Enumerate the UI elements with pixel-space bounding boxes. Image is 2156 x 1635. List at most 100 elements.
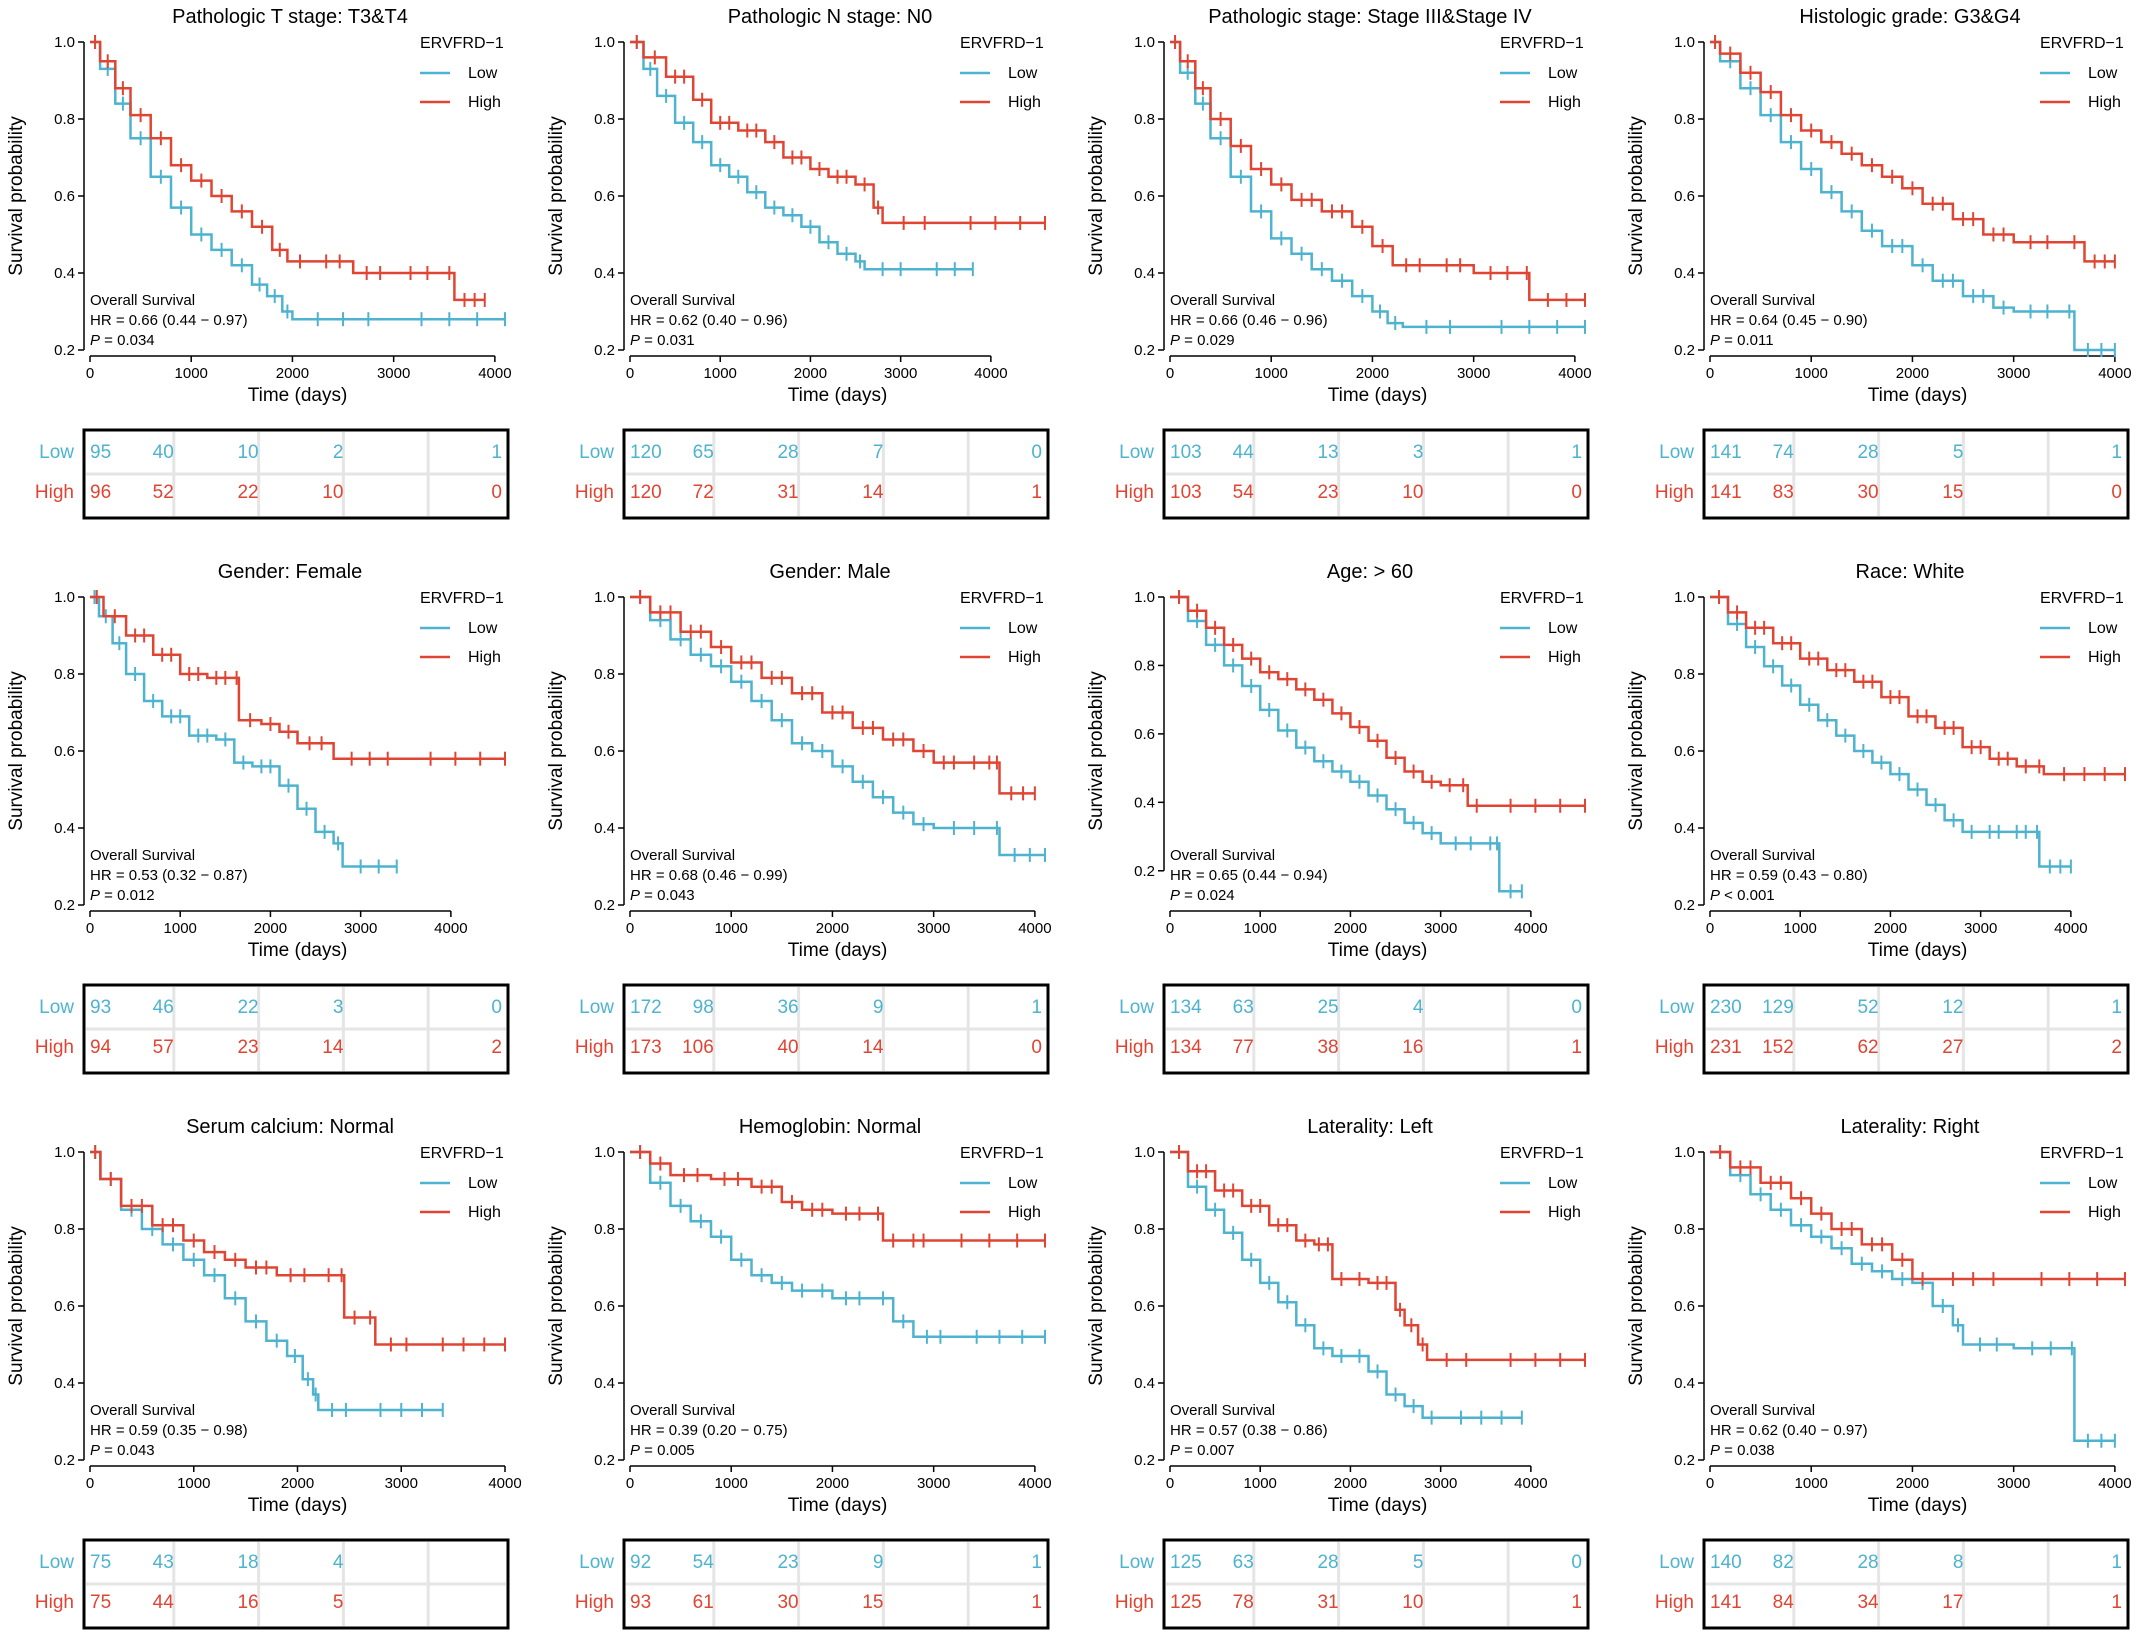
risk-count-low: 23	[777, 1552, 798, 1573]
risk-table-border	[1162, 428, 1590, 520]
x-tick-label: 3000	[1424, 920, 1457, 937]
legend-label-high: High	[468, 649, 501, 666]
x-tick-label: 3000	[917, 920, 950, 937]
risk-table-border	[82, 1538, 510, 1630]
stat-title: Overall Survival	[1170, 292, 1275, 309]
risk-count-high: 16	[1402, 1037, 1423, 1058]
x-axis-label: Time (days)	[1868, 385, 1968, 406]
y-axis-label: Survival probability	[546, 116, 567, 276]
km-panel: Race: White 0.2 0.4 0.6 0.8 1.0 Survival proba…	[1626, 561, 2130, 1075]
p-symbol: P	[1170, 1442, 1180, 1459]
x-tick-label: 1000	[1795, 365, 1828, 382]
x-axis-label: Time (days)	[788, 940, 888, 961]
y-tick-label: 0.2	[594, 342, 615, 359]
p-symbol: P	[90, 1442, 100, 1459]
y-tick-label: 1.0	[1674, 589, 1695, 606]
stat-title: Overall Survival	[1170, 1402, 1275, 1419]
y-tick-label: 1.0	[54, 1144, 75, 1161]
y-axis-label: Survival probability	[1086, 116, 1107, 276]
risk-table-border	[1162, 983, 1590, 1075]
risk-count-high: 106	[682, 1037, 714, 1058]
km-curve-high	[90, 1150, 505, 1346]
risk-count-low: 63	[1233, 1552, 1254, 1573]
hazard-ratio: HR = 0.64 (0.45 − 0.90)	[1710, 312, 1868, 329]
risk-count-low: 0	[1031, 442, 1042, 463]
legend-label-low: Low	[2088, 620, 2118, 637]
x-tick-label: 2000	[816, 920, 849, 937]
p-value-text: = 0.038	[1720, 1442, 1775, 1459]
legend-title: ERVFRD−1	[1500, 590, 1584, 607]
hazard-ratio: HR = 0.57 (0.38 − 0.86)	[1170, 1422, 1328, 1439]
risk-count-low: 0	[1571, 1552, 1582, 1573]
p-value: P = 0.034	[90, 332, 155, 349]
risk-count-high: 2	[491, 1037, 502, 1058]
x-tick-label: 4000	[2098, 365, 2131, 382]
risk-label-high: High	[575, 1037, 614, 1058]
y-tick-label: 0.2	[1134, 863, 1155, 880]
x-axis-label: Time (days)	[788, 1495, 888, 1516]
x-tick-label: 4000	[1514, 1475, 1547, 1492]
risk-count-low: 46	[153, 997, 174, 1018]
risk-count-high: 103	[1170, 482, 1202, 503]
legend-label-low: Low	[1548, 65, 1578, 82]
y-tick-label: 0.2	[594, 897, 615, 914]
p-value: P = 0.005	[630, 1442, 695, 1459]
km-curve-low	[630, 595, 1045, 857]
risk-count-high: 14	[862, 1037, 884, 1058]
x-axis-label: Time (days)	[1328, 385, 1428, 406]
stat-title: Overall Survival	[90, 1402, 195, 1419]
risk-label-high: High	[575, 482, 614, 503]
x-tick-label: 4000	[2054, 920, 2087, 937]
risk-label-low: Low	[1659, 997, 1694, 1018]
y-tick-label: 0.2	[1674, 342, 1695, 359]
risk-count-low: 172	[630, 997, 662, 1018]
risk-count-low: 28	[777, 442, 798, 463]
panel-title: Pathologic stage: Stage III&Stage IV	[1208, 6, 1532, 28]
hazard-ratio: HR = 0.62 (0.40 − 0.97)	[1710, 1422, 1868, 1439]
risk-count-low: 28	[1317, 1552, 1338, 1573]
risk-count-low: 0	[491, 997, 502, 1018]
risk-count-low: 92	[630, 1552, 651, 1573]
risk-label-high: High	[1115, 1592, 1154, 1613]
risk-count-high: 31	[777, 482, 798, 503]
risk-count-low: 43	[153, 1552, 174, 1573]
p-symbol: P	[630, 887, 640, 904]
legend-label-low: Low	[468, 1175, 498, 1192]
risk-count-low: 5	[1413, 1552, 1424, 1573]
p-symbol: P	[630, 1442, 640, 1459]
risk-count-high: 31	[1317, 1592, 1338, 1613]
risk-count-high: 141	[1710, 1592, 1742, 1613]
risk-table-border	[1702, 1538, 2130, 1630]
y-tick-label: 0.2	[54, 1452, 75, 1469]
legend-title: ERVFRD−1	[960, 1145, 1044, 1162]
risk-count-high: 10	[1402, 482, 1423, 503]
risk-count-low: 1	[2111, 442, 2122, 463]
y-axis-label: Survival probability	[6, 1226, 27, 1386]
y-tick-label: 1.0	[1134, 1144, 1155, 1161]
x-tick-label: 0	[626, 920, 634, 937]
stat-title: Overall Survival	[1710, 847, 1815, 864]
hazard-ratio: HR = 0.66 (0.46 − 0.96)	[1170, 312, 1328, 329]
y-tick-label: 0.6	[594, 188, 615, 205]
risk-count-low: 125	[1170, 1552, 1202, 1573]
km-curve-high	[90, 40, 485, 302]
risk-count-low: 7	[873, 442, 884, 463]
y-axis-label: Survival probability	[1626, 1226, 1647, 1386]
km-curve-low	[1170, 1150, 1522, 1419]
x-axis-label: Time (days)	[248, 385, 348, 406]
y-axis-label: Survival probability	[1086, 671, 1107, 831]
x-axis-label: Time (days)	[1328, 1495, 1428, 1516]
legend-title: ERVFRD−1	[960, 590, 1044, 607]
km-curve-low	[630, 40, 973, 271]
legend-label-low: Low	[2088, 1175, 2118, 1192]
risk-count-low: 230	[1710, 997, 1742, 1018]
y-tick-label: 0.2	[54, 897, 75, 914]
panel-title: Pathologic T stage: T3&T4	[172, 6, 408, 28]
y-tick-label: 0.6	[54, 1298, 75, 1315]
risk-count-low: 22	[237, 997, 258, 1018]
km-curve-low	[90, 40, 505, 321]
legend-title: ERVFRD−1	[1500, 1145, 1584, 1162]
x-tick-label: 4000	[1018, 920, 1051, 937]
x-axis-label: Time (days)	[248, 940, 348, 961]
risk-count-high: 0	[2111, 482, 2122, 503]
